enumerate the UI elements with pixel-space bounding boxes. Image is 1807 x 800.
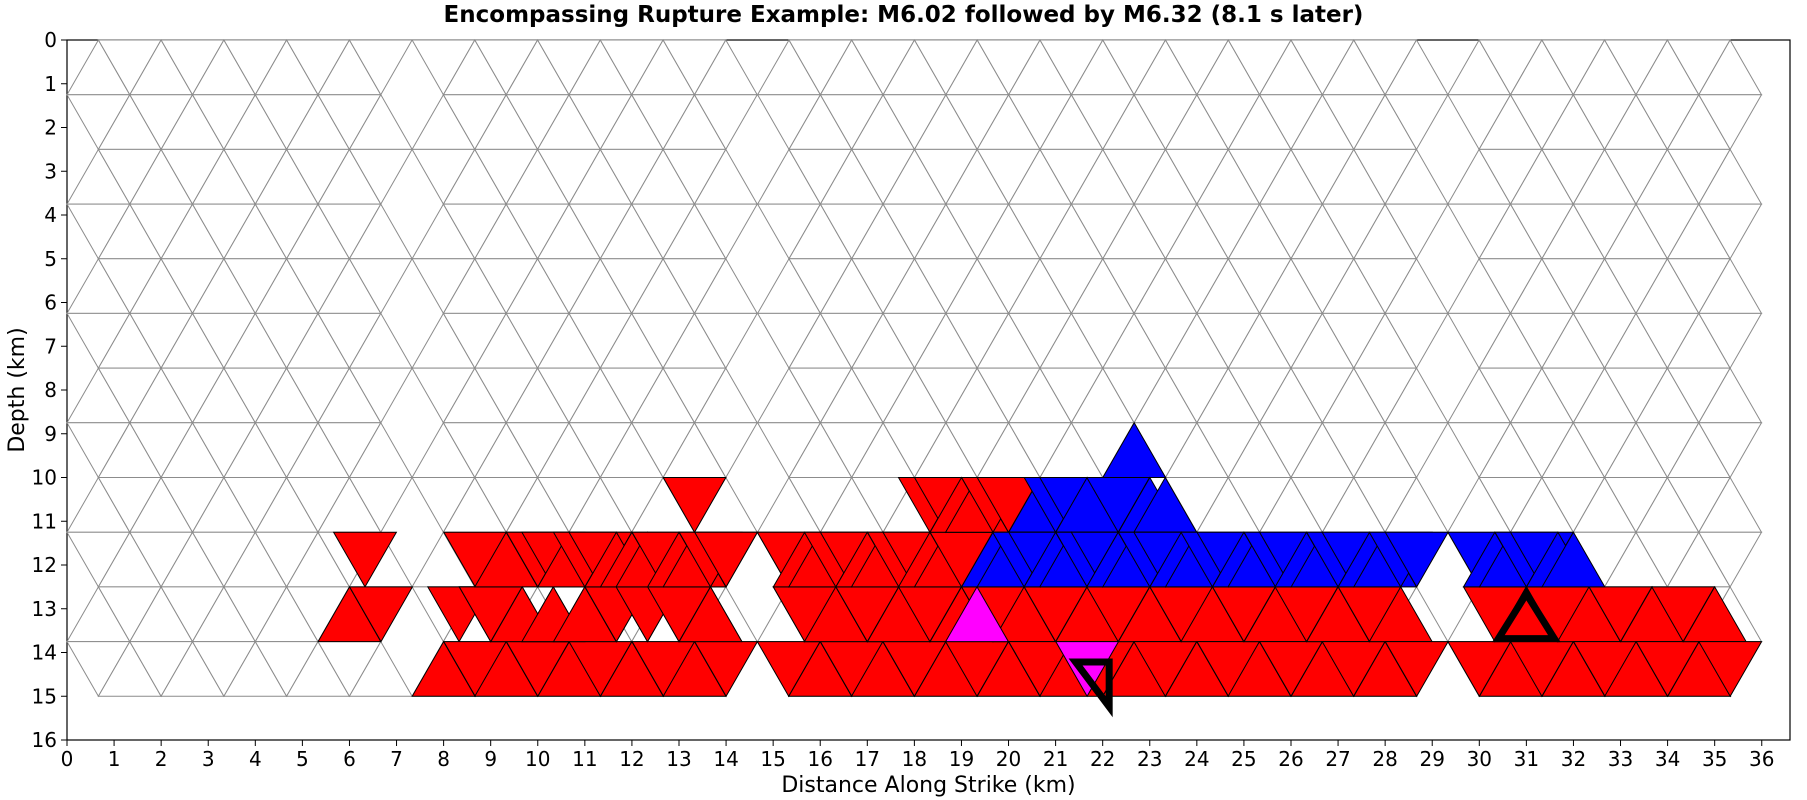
x-tick-label: 26 [1278, 747, 1303, 771]
x-tick-label: 4 [249, 747, 262, 771]
x-tick-label: 23 [1137, 747, 1162, 771]
patch-first [678, 585, 743, 643]
mesh-cell [693, 203, 759, 260]
x-tick-label: 8 [437, 747, 450, 771]
y-tick-label: 10 [32, 466, 57, 490]
mesh-cell [348, 39, 413, 96]
mesh-cell [348, 477, 413, 534]
patch-both [1054, 641, 1120, 698]
x-tick-label: 24 [1184, 747, 1209, 771]
y-tick-label: 16 [32, 728, 57, 752]
x-tick-label: 0 [61, 747, 74, 771]
x-tick-label: 9 [484, 747, 497, 771]
y-tick-label: 9 [44, 422, 57, 446]
mesh-cell [1697, 94, 1763, 151]
y-tick-label: 11 [32, 509, 57, 533]
x-tick-label: 32 [1561, 747, 1586, 771]
y-axis-label: Depth (km) [5, 327, 30, 452]
x-tick-label: 34 [1655, 747, 1680, 771]
x-tick-label: 19 [949, 747, 974, 771]
x-tick-label: 6 [343, 747, 356, 771]
patch-first [348, 586, 414, 643]
x-tick-label: 18 [902, 747, 927, 771]
x-tick-label: 12 [619, 747, 644, 771]
x-tick-label: 11 [572, 747, 597, 771]
mesh-cell [348, 148, 413, 206]
patch-both [944, 585, 1010, 643]
y-tick-label: 1 [44, 72, 57, 96]
x-axis-label: Distance Along Strike (km) [781, 773, 1075, 798]
x-tick-label: 17 [855, 747, 880, 771]
y-tick-label: 6 [44, 291, 57, 315]
mesh-cell [693, 94, 759, 151]
patch-first [1384, 641, 1449, 698]
y-tick-label: 15 [32, 684, 57, 708]
patch-second [1541, 531, 1606, 588]
chart-title: Encompassing Rupture Example: M6.02 foll… [443, 2, 1364, 28]
x-tick-label: 25 [1231, 747, 1256, 771]
y-tick-label: 8 [44, 378, 57, 402]
mesh-cell [348, 640, 413, 697]
y-tick-label: 3 [44, 159, 57, 183]
x-tick-label: 14 [713, 747, 738, 771]
mesh-cell [1384, 422, 1449, 479]
hypocenter-second [1492, 587, 1561, 643]
y-tick-label: 2 [44, 116, 57, 140]
mesh-cell [1384, 203, 1449, 260]
patch-first [662, 477, 727, 534]
x-tick-label: 21 [1043, 747, 1068, 771]
x-tick-label: 10 [525, 747, 550, 771]
x-tick-label: 29 [1419, 747, 1444, 771]
mesh-cell [1384, 312, 1449, 370]
patch-first [332, 531, 398, 588]
x-tick-label: 30 [1467, 747, 1492, 771]
x-tick-label: 20 [996, 747, 1021, 771]
x-tick-label: 33 [1608, 747, 1633, 771]
mesh-cell [1697, 531, 1763, 588]
x-tick-label: 2 [155, 747, 168, 771]
x-tick-label: 35 [1702, 747, 1727, 771]
x-tick-label: 27 [1325, 747, 1350, 771]
y-tick-label: 12 [32, 553, 57, 577]
x-tick-label: 3 [202, 747, 215, 771]
x-tick-label: 13 [666, 747, 691, 771]
x-tick-label: 31 [1514, 747, 1539, 771]
hypocenter-first [1068, 658, 1113, 718]
x-tick-label: 28 [1372, 747, 1397, 771]
patch-first [1697, 641, 1763, 698]
mesh-cell [348, 258, 413, 315]
x-tick-label: 7 [390, 747, 403, 771]
y-tick-label: 14 [32, 641, 57, 665]
patch-second [1384, 531, 1449, 588]
x-tick-label: 16 [807, 747, 832, 771]
y-tick-label: 13 [32, 597, 57, 621]
mesh-cell [1697, 312, 1763, 370]
mesh-cell [1697, 422, 1763, 479]
y-tick-label: 5 [44, 247, 57, 271]
x-tick-label: 15 [760, 747, 785, 771]
x-tick-label: 22 [1090, 747, 1115, 771]
mesh-cell [1697, 203, 1763, 260]
y-tick-label: 7 [44, 334, 57, 358]
mesh-cell [693, 312, 759, 370]
mesh-cell [693, 422, 759, 479]
mesh-cell [1384, 94, 1449, 151]
patch-first [693, 531, 759, 588]
x-tick-label: 36 [1749, 747, 1774, 771]
mesh-cell [348, 367, 413, 424]
y-tick-label: 4 [44, 203, 57, 227]
y-tick-label: 0 [44, 28, 57, 52]
x-tick-label: 5 [296, 747, 309, 771]
x-tick-label: 1 [108, 747, 121, 771]
